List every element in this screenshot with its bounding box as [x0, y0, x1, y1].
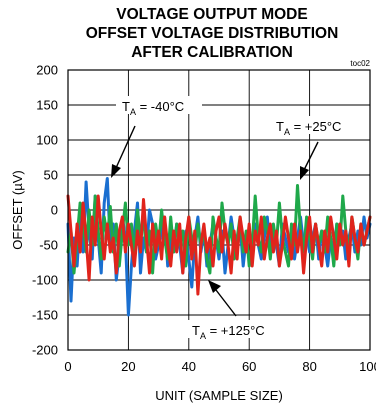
x-tick-label-3: 60: [242, 359, 256, 374]
x-tick-label-5: 100: [359, 359, 376, 374]
annotation-cold-arrowhead: [111, 164, 121, 178]
annotation-room-bg: [272, 116, 356, 134]
chart-title-line-1: VOLTAGE OUTPUT MODE: [116, 6, 307, 23]
annotation-hot-arrow: [215, 289, 237, 317]
y-tick-label-1: 150: [36, 98, 58, 113]
y-tick-label-7: -150: [32, 308, 58, 323]
y-tick-label-4: 0: [51, 203, 58, 218]
chart-tag: toc02: [350, 59, 370, 68]
x-tick-label-0: 0: [64, 359, 71, 374]
x-tick-label-4: 80: [302, 359, 316, 374]
y-tick-label-5: -50: [39, 238, 58, 253]
chart-title-line-3: AFTER CALIBRATION: [131, 44, 293, 61]
annotation-cold-arrow: [115, 125, 136, 169]
annotation-hot-text: TA = +125°C: [192, 323, 265, 341]
series-layer: [66, 177, 372, 317]
y-tick-labels: 200 150 100 50 0 -50 -100 -150 -200: [32, 63, 58, 358]
annotation-room-text: TA = +25°C: [276, 119, 341, 137]
x-axis-label: UNIT (SAMPLE SIZE): [155, 388, 283, 403]
annotation-hot-bg: [188, 320, 280, 338]
x-tick-labels: 0 20 40 60 80 100: [64, 359, 376, 374]
series-line-2: [66, 194, 372, 296]
chart-title-line-2: OFFSET VOLTAGE DISTRIBUTION: [86, 25, 339, 42]
annotation-room-arrow: [303, 141, 319, 171]
annotation-room: TA = +25°C: [272, 116, 356, 180]
annotation-hot-arrowhead: [208, 280, 221, 293]
annotation-cold-bg: [116, 96, 202, 114]
annotation-hot: TA = +125°C: [188, 280, 280, 341]
grid: [67, 69, 371, 351]
x-tick-label-2: 40: [182, 359, 196, 374]
y-tick-label-2: 100: [36, 133, 58, 148]
annotation-room-arrowhead: [300, 166, 309, 180]
annotation-cold-text: TA = -40°C: [122, 99, 184, 117]
x-tick-label-1: 20: [121, 359, 135, 374]
annotation-cold: TA = -40°C: [111, 96, 202, 178]
y-axis-label: OFFSET (µV): [10, 170, 25, 249]
y-tick-label-3: 50: [44, 168, 58, 183]
y-tick-label-8: -200: [32, 343, 58, 358]
y-tick-label-6: -100: [32, 273, 58, 288]
y-tick-label-0: 200: [36, 63, 58, 78]
plot-frame: [67, 69, 371, 351]
